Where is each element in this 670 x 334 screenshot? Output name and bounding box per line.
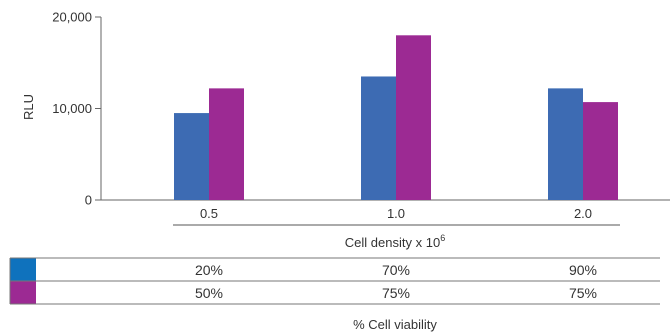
bar-series1-0.5 (174, 113, 209, 200)
table-swatch-row2 (10, 281, 36, 304)
y-tick-label: 10,000 (52, 101, 92, 116)
viability-value: 90% (569, 262, 597, 278)
x-axis-title-superscript: 6 (440, 233, 445, 243)
x-tick-label: 1.0 (387, 206, 405, 221)
bar-series1-1.0 (361, 76, 396, 200)
x-axis-title-text: Cell density x 10 (345, 235, 440, 250)
y-axis-title: RLU (21, 94, 36, 120)
viability-value: 75% (569, 285, 597, 301)
bar-series2-1.0 (396, 35, 431, 200)
x-tick-label: 0.5 (200, 206, 218, 221)
bar-series1-2.0 (548, 88, 583, 200)
viability-value: 70% (382, 262, 410, 278)
x-axis-title: Cell density x 106 (345, 233, 445, 250)
viability-value: 20% (195, 262, 223, 278)
viability-value: 75% (382, 285, 410, 301)
viability-table-caption: % Cell viability (353, 317, 437, 332)
y-tick-label: 20,000 (52, 10, 92, 25)
viability-table: 20% 70% 90% 50% 75% 75% (9, 257, 660, 305)
viability-value: 50% (195, 285, 223, 301)
y-tick-label: 0 (85, 193, 92, 208)
table-swatch-row1 (10, 258, 36, 281)
x-tick-label: 2.0 (574, 206, 592, 221)
bar-series2-2.0 (583, 102, 618, 200)
bar-series2-0.5 (209, 88, 244, 200)
